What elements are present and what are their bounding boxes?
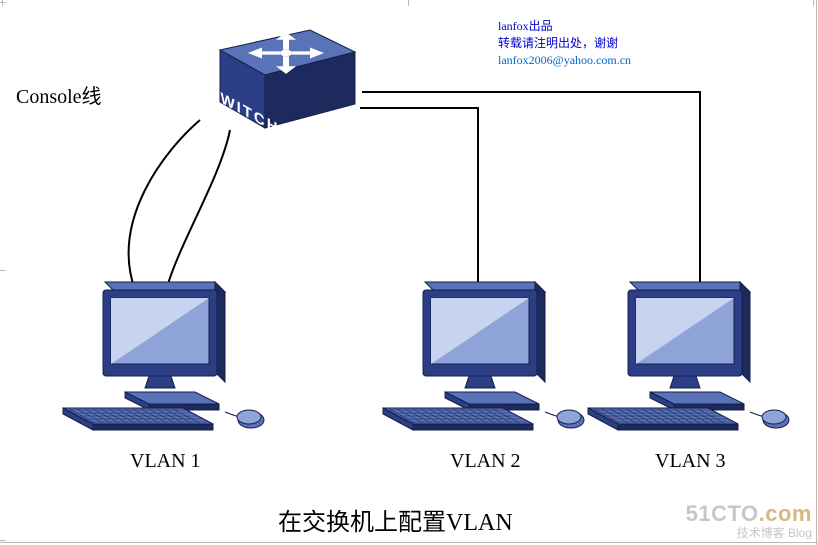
site-watermark: 51CTO.com 技术博客 Blog [686,503,812,539]
vlan3-label: VLAN 3 [655,450,726,473]
vlan2-label: VLAN 2 [450,450,521,473]
author-credit: lanfox出品 转载请注明出处，谢谢 lanfox2006@yahoo.com… [498,18,631,68]
credit-line2: 转载请注明出处，谢谢 [498,35,631,52]
watermark-brand: 51CTO [686,501,759,526]
diagram-title: 在交换机上配置VLAN [278,502,513,537]
credit-line3: lanfox2006@yahoo.com.cn [498,52,631,69]
computer-vlan1 [55,270,275,445]
vlan1-label: VLAN 1 [130,450,201,473]
network-switch: SWITCH [190,20,360,140]
computer-vlan2 [375,270,595,445]
watermark-suffix: .com [759,501,812,526]
diagram-canvas: SWITCH [0,0,818,545]
computer-vlan3 [580,270,800,445]
credit-line1: lanfox出品 [498,18,631,35]
watermark-sub: 技术博客 Blog [686,527,812,539]
console-cable-label: Console线 [16,80,102,109]
